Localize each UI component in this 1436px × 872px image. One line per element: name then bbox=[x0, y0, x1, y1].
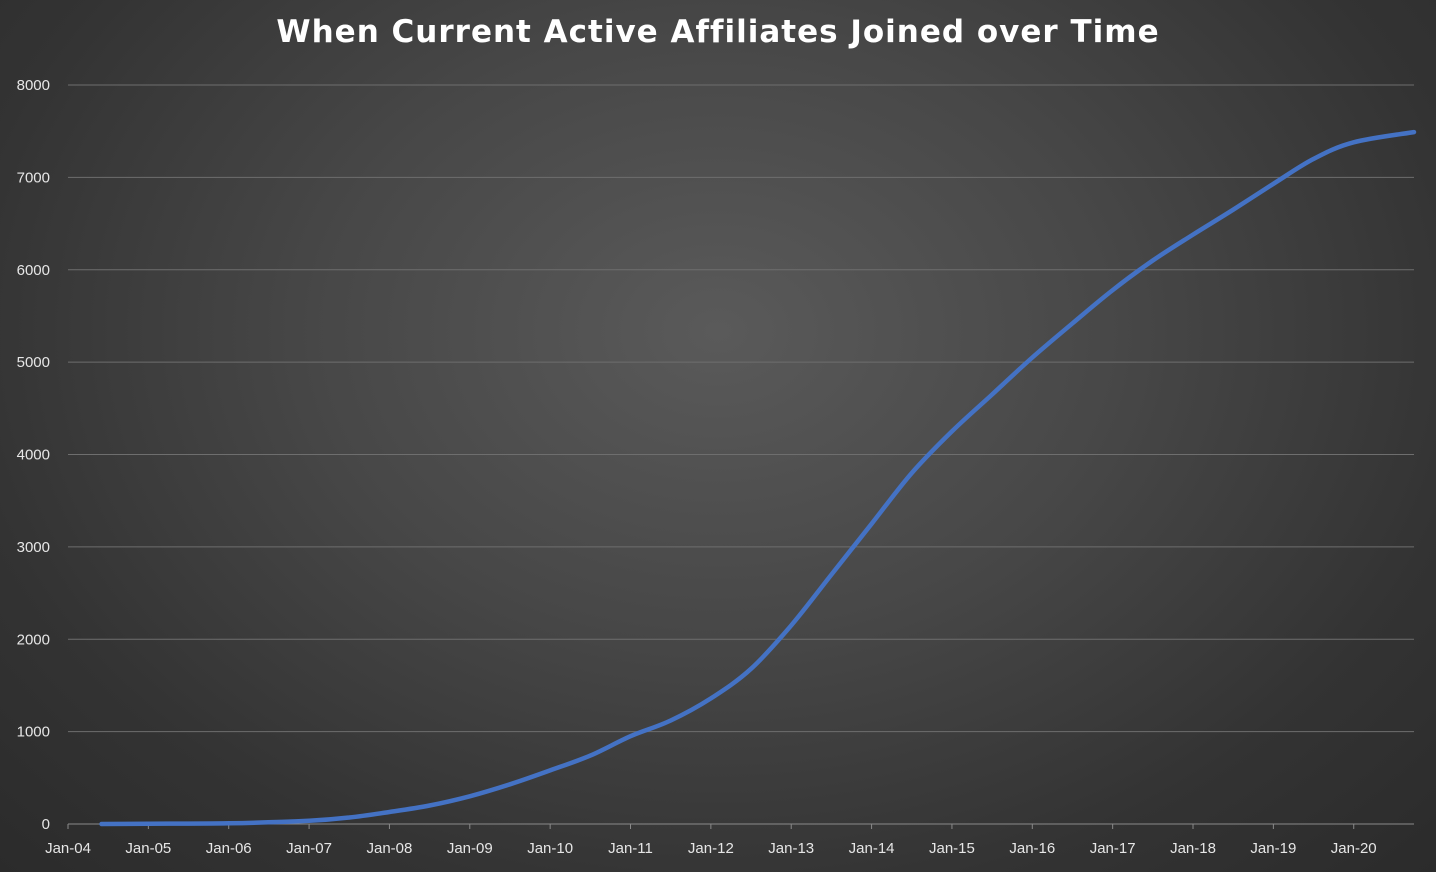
x-tick-label: Jan-04 bbox=[45, 840, 91, 857]
x-axis-ticks: Jan-04 Jan-05 Jan-06 Jan-07 Jan-08 Jan-09 Jan-… bbox=[45, 824, 1377, 857]
x-tick-label: Jan-10 bbox=[527, 840, 573, 857]
grid-lines bbox=[68, 84, 1414, 825]
y-tick-label: 7000 bbox=[17, 169, 50, 186]
y-tick-label: 4000 bbox=[17, 447, 50, 464]
x-tick-label: Jan-11 bbox=[608, 840, 653, 857]
x-tick-label: Jan-12 bbox=[688, 840, 734, 857]
x-tick-label: Jan-19 bbox=[1250, 840, 1296, 857]
x-tick-label: Jan-16 bbox=[1009, 840, 1055, 857]
x-tick-label: Jan-15 bbox=[929, 840, 975, 857]
x-tick-label: Jan-07 bbox=[286, 840, 332, 857]
x-tick-label: Jan-08 bbox=[366, 840, 412, 857]
y-tick-label: 0 bbox=[42, 816, 50, 833]
x-tick-label: Jan-06 bbox=[206, 840, 252, 857]
x-tick-label: Jan-09 bbox=[447, 840, 493, 857]
y-tick-label: 2000 bbox=[17, 631, 50, 648]
x-tick-label: Jan-05 bbox=[125, 840, 171, 857]
x-tick-label: Jan-17 bbox=[1090, 840, 1136, 857]
x-tick-label: Jan-20 bbox=[1331, 840, 1377, 857]
x-tick-label: Jan-13 bbox=[768, 840, 814, 857]
chart-title: When Current Active Affiliates Joined ov… bbox=[276, 14, 1160, 50]
y-tick-label: 1000 bbox=[17, 724, 50, 741]
y-axis-ticks: 0 1000 2000 3000 4000 5000 6000 7000 8000 bbox=[17, 77, 50, 833]
series-line bbox=[99, 129, 1417, 827]
y-tick-label: 5000 bbox=[17, 354, 50, 371]
series-layer bbox=[99, 129, 1417, 827]
x-tick-label: Jan-14 bbox=[849, 840, 895, 857]
y-tick-label: 6000 bbox=[17, 262, 50, 279]
y-tick-label: 8000 bbox=[17, 77, 50, 94]
x-tick-label: Jan-18 bbox=[1170, 840, 1216, 857]
y-tick-label: 3000 bbox=[17, 539, 50, 556]
